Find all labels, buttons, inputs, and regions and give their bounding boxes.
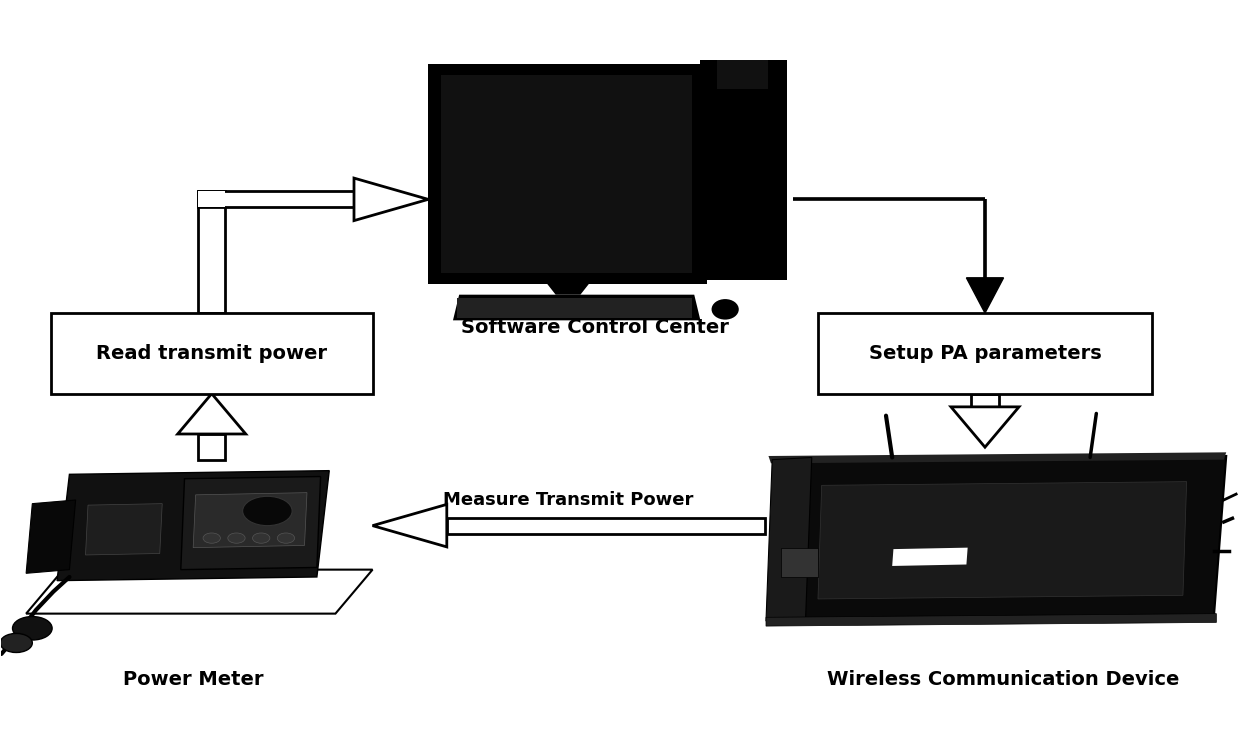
Polygon shape: [193, 492, 308, 548]
Polygon shape: [951, 407, 1019, 447]
Ellipse shape: [712, 299, 739, 319]
FancyBboxPatch shape: [51, 313, 372, 394]
Polygon shape: [701, 60, 787, 280]
Polygon shape: [198, 191, 226, 313]
Polygon shape: [769, 456, 1226, 621]
Polygon shape: [446, 517, 765, 534]
Polygon shape: [86, 503, 162, 555]
Polygon shape: [453, 294, 701, 320]
Polygon shape: [893, 548, 967, 566]
Polygon shape: [966, 277, 1003, 313]
Text: Power Meter: Power Meter: [123, 670, 263, 689]
Text: Read transmit power: Read transmit power: [97, 344, 327, 363]
Polygon shape: [781, 548, 818, 577]
Circle shape: [228, 533, 246, 543]
Polygon shape: [177, 394, 246, 434]
FancyBboxPatch shape: [818, 313, 1152, 394]
Polygon shape: [372, 504, 446, 547]
Polygon shape: [26, 500, 76, 573]
Polygon shape: [440, 75, 692, 272]
Text: Measure Transmit Power: Measure Transmit Power: [443, 491, 693, 509]
Text: Wireless Communication Device: Wireless Communication Device: [827, 670, 1179, 689]
Polygon shape: [717, 60, 769, 89]
Circle shape: [203, 533, 221, 543]
Polygon shape: [769, 453, 1226, 464]
Text: Setup PA parameters: Setup PA parameters: [868, 344, 1101, 363]
Polygon shape: [456, 298, 692, 318]
Polygon shape: [198, 191, 226, 208]
Circle shape: [12, 617, 52, 640]
Polygon shape: [428, 64, 707, 283]
Polygon shape: [181, 476, 321, 570]
Polygon shape: [198, 434, 226, 460]
Polygon shape: [353, 178, 428, 221]
Circle shape: [243, 496, 293, 526]
Circle shape: [0, 634, 32, 653]
Polygon shape: [818, 481, 1187, 599]
Circle shape: [278, 533, 295, 543]
Circle shape: [253, 533, 270, 543]
Polygon shape: [57, 470, 330, 581]
Polygon shape: [547, 283, 589, 294]
Polygon shape: [26, 570, 372, 614]
Polygon shape: [766, 614, 1216, 626]
Polygon shape: [971, 394, 998, 407]
Polygon shape: [198, 191, 353, 208]
Text: Software Control Center: Software Control Center: [461, 318, 729, 337]
Polygon shape: [766, 458, 812, 621]
